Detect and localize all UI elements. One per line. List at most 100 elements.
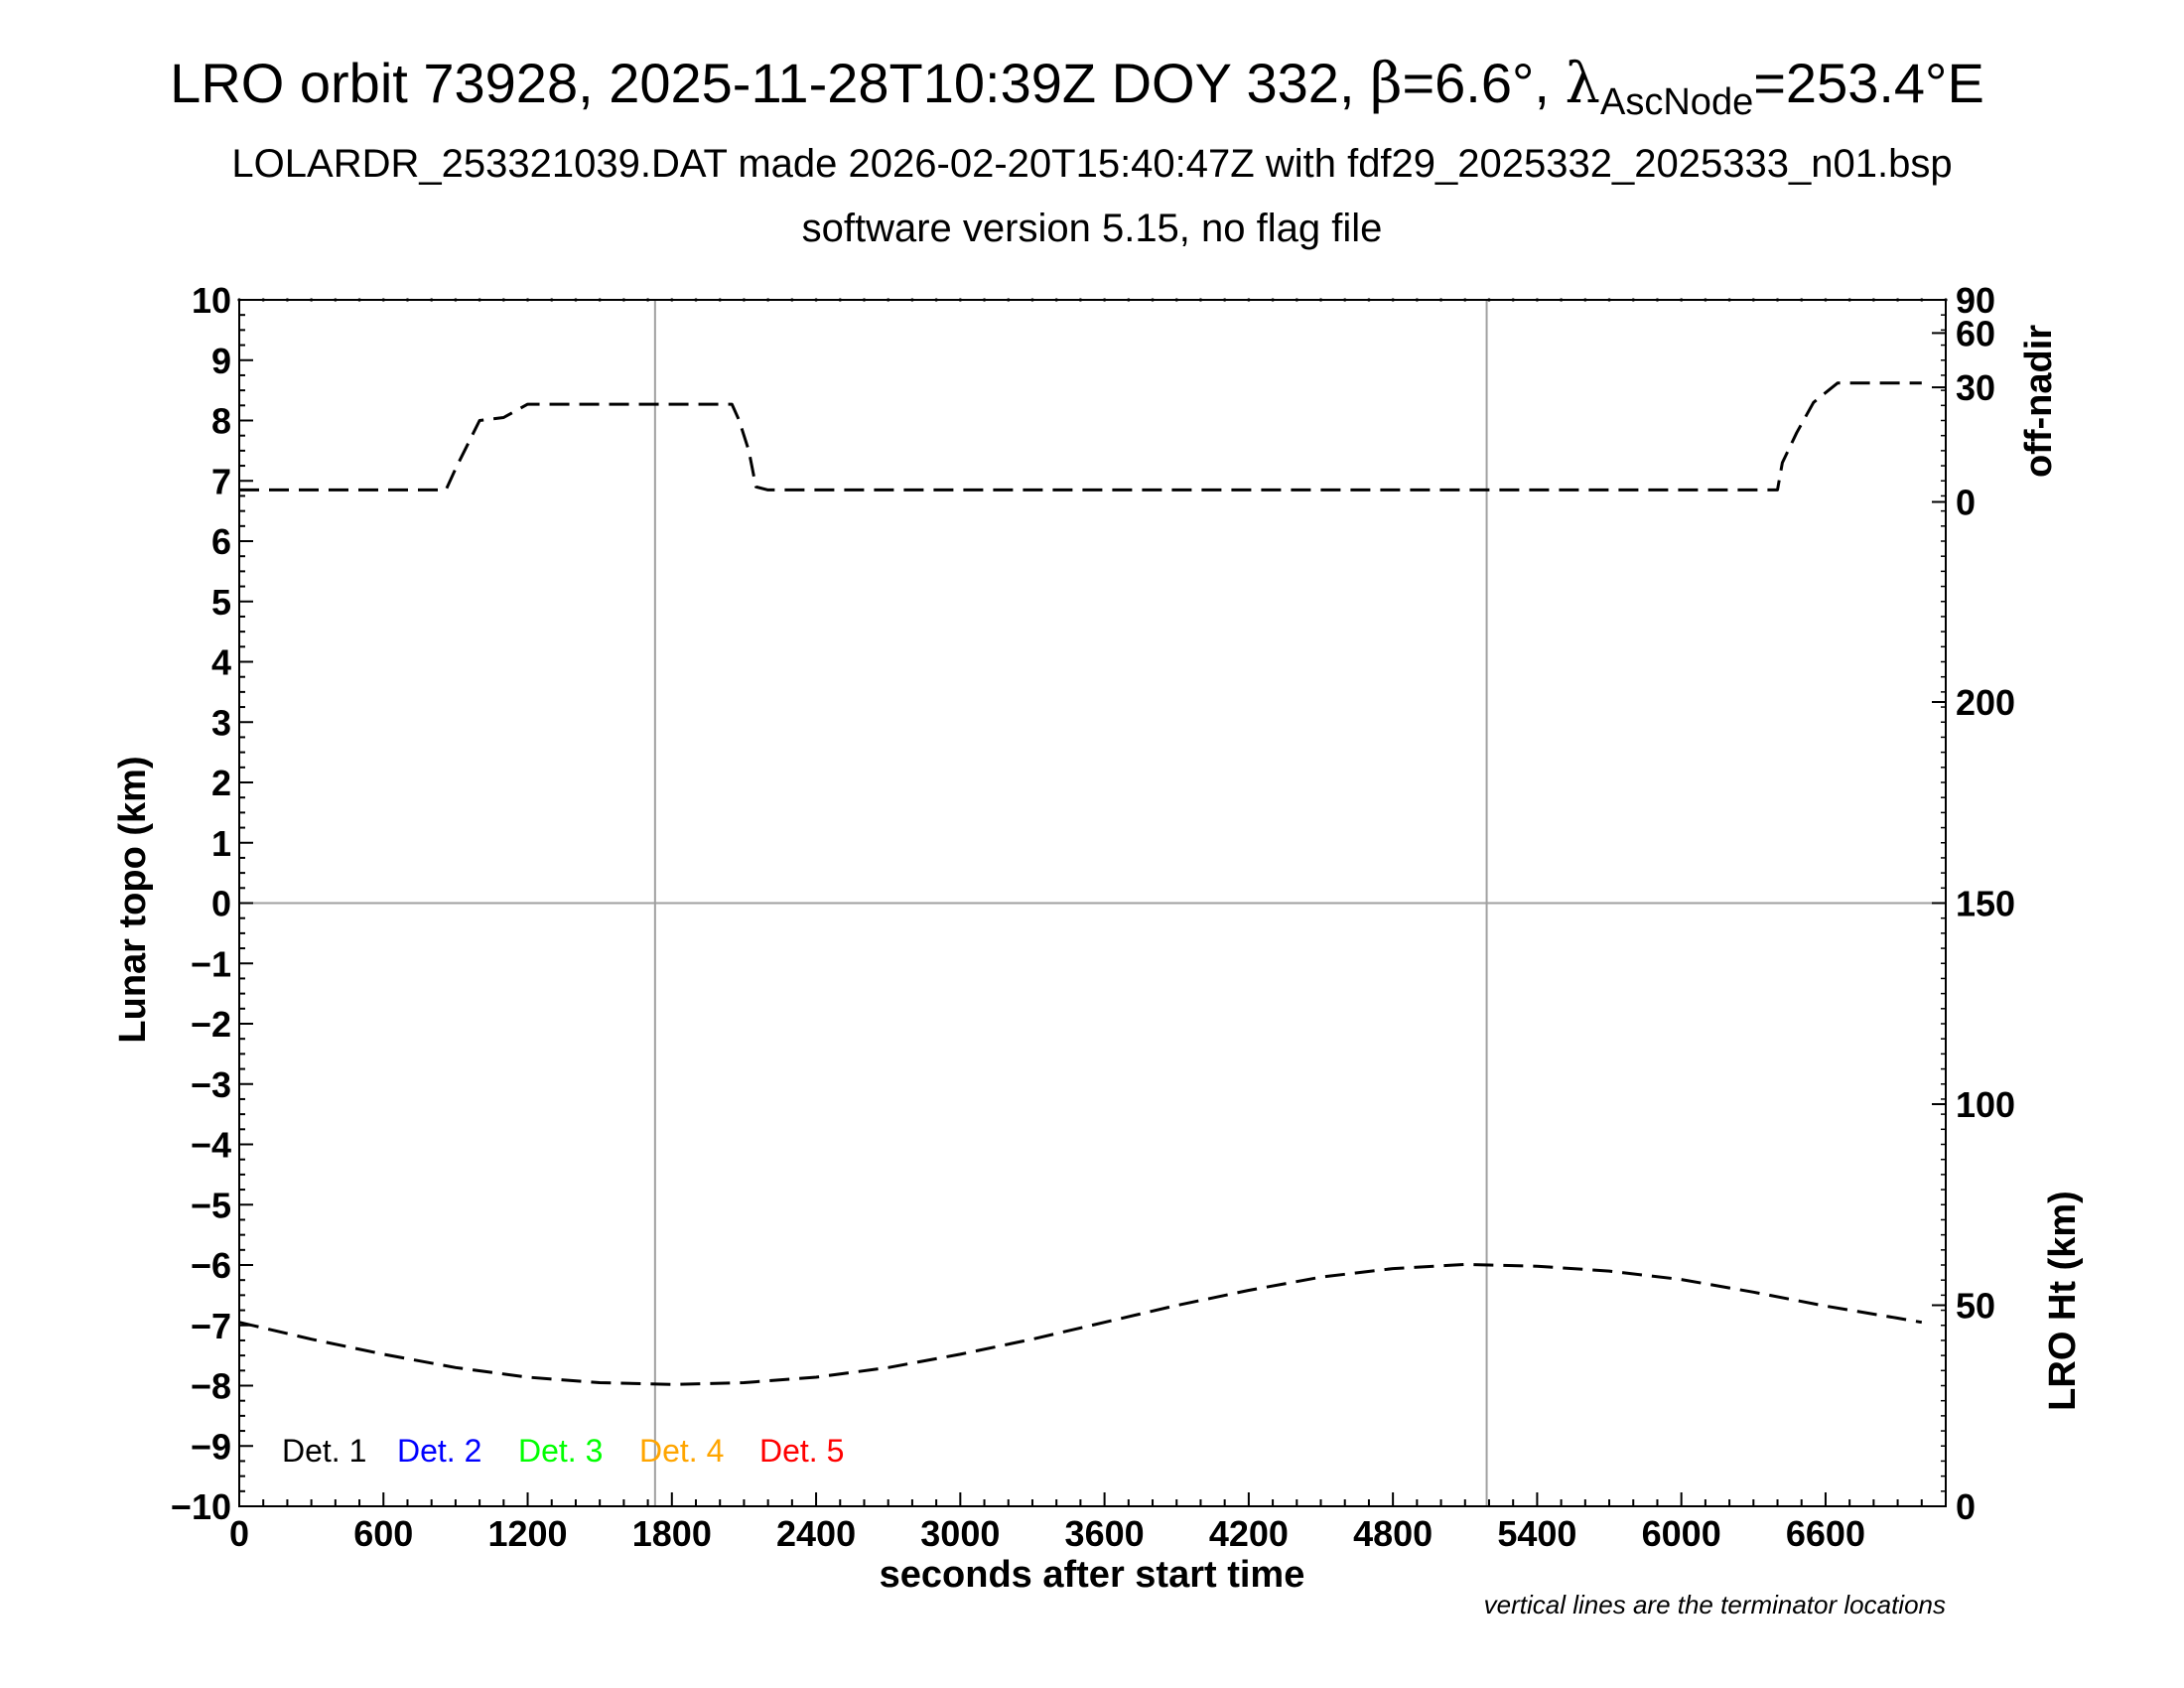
legend-item-det-3: Det. 3 xyxy=(518,1433,603,1469)
x-top-tick-dot xyxy=(1391,298,1395,302)
x-top-tick-dot xyxy=(1704,298,1707,302)
x-tick-label: 6600 xyxy=(1786,1513,1865,1554)
x-top-tick-dot xyxy=(430,298,434,302)
x-tick-labels: 0 600 1200 1800 2400 3000 3600 4200 4800 5400 6000… xyxy=(229,1513,1865,1554)
x-top-tick-dot xyxy=(1078,298,1082,302)
y-tick-label: 9 xyxy=(211,341,231,381)
x-top-tick-dot xyxy=(1535,298,1540,302)
x-top-tick-dot xyxy=(1800,298,1804,302)
y-tick-label: 6 xyxy=(211,521,231,562)
x-top-tick-dot xyxy=(887,298,890,302)
x-tick-label: 2400 xyxy=(776,1513,856,1554)
off-nadir-tick-label: 30 xyxy=(1956,367,1995,408)
x-top-tick-dot xyxy=(1560,298,1564,302)
y-tick-label: 8 xyxy=(211,401,231,442)
x-top-tick-dot xyxy=(1030,298,1034,302)
height-tick-label: 0 xyxy=(1956,1486,1976,1527)
x-top-tick-dot xyxy=(1103,298,1107,302)
x-top-tick-dot xyxy=(1895,298,1900,302)
x-top-tick-dot xyxy=(1127,298,1131,302)
footnote: vertical lines are the terminator locati… xyxy=(1484,1590,1946,1619)
y-tick-label: −10 xyxy=(171,1486,231,1527)
x-top-tick-dot xyxy=(405,298,410,302)
x-top-tick-dot xyxy=(1343,298,1347,302)
x-top-tick-dot xyxy=(525,298,530,302)
chart-subtitle-1: LOLARDR_253321039.DAT made 2026-02-20T15… xyxy=(231,142,1952,186)
x-top-tick-dot xyxy=(1824,298,1828,302)
y-tick-label: −6 xyxy=(191,1245,231,1286)
x-top-tick-dot xyxy=(1463,298,1467,302)
series-line-1 xyxy=(239,381,1922,492)
x-tick-label: 600 xyxy=(353,1513,413,1554)
height-tick-label: 50 xyxy=(1956,1286,1995,1327)
x-top-tick-dot xyxy=(1631,298,1635,302)
series-layer xyxy=(238,381,1923,1386)
y-tick-label: −8 xyxy=(191,1366,231,1407)
x-top-tick-dot xyxy=(1583,298,1587,302)
x-tick-label: 4800 xyxy=(1353,1513,1433,1554)
x-top-tick-dot xyxy=(285,298,290,302)
height-tick-label: 150 xyxy=(1956,884,2015,924)
x-top-tick-dot xyxy=(1295,298,1298,302)
y-axis-label-left: Lunar topo (km) xyxy=(112,756,154,1043)
x-top-tick-dot xyxy=(478,298,481,302)
y-axis-label-lro-height: LRO Ht (km) xyxy=(2042,1191,2084,1411)
x-top-tick-dot xyxy=(645,298,650,302)
legend: Det. 1 Det. 2 Det. 3 Det. 4 Det. 5 xyxy=(282,1433,844,1469)
x-top-tick-dot xyxy=(454,298,458,302)
height-tick-label: 200 xyxy=(1956,682,2015,723)
legend-item-det-4: Det. 4 xyxy=(639,1433,724,1469)
x-top-tick-dot xyxy=(1680,298,1684,302)
x-top-tick-dot xyxy=(1367,298,1371,302)
x-tick-label: 4200 xyxy=(1209,1513,1289,1554)
x-tick-label: 3600 xyxy=(1065,1513,1145,1554)
grid-layer xyxy=(239,300,1946,1506)
y-tick-label: −1 xyxy=(191,943,231,984)
legend-item-det-5: Det. 5 xyxy=(759,1433,844,1469)
x-top-tick-dot xyxy=(1607,298,1611,302)
x-top-tick-dot xyxy=(1151,298,1155,302)
x-tick-label: 5400 xyxy=(1497,1513,1576,1554)
x-top-tick-dot xyxy=(1318,298,1323,302)
x-tick-label: 6000 xyxy=(1642,1513,1721,1554)
x-top-tick-dot xyxy=(1271,298,1275,302)
x-top-tick-dot xyxy=(790,298,794,302)
y-tick-label: 2 xyxy=(211,763,231,803)
x-axis-label: seconds after start time xyxy=(880,1554,1305,1596)
x-top-tick-dot xyxy=(1727,298,1731,302)
x-top-tick-dot xyxy=(621,298,625,302)
y-tick-label: −4 xyxy=(191,1125,231,1166)
series-line-2 xyxy=(238,1262,1923,1386)
off-nadir-tick-label: 0 xyxy=(1956,483,1976,523)
x-top-tick-dot xyxy=(1847,298,1851,302)
x-top-tick-dot xyxy=(357,298,361,302)
x-top-tick-dot xyxy=(1751,298,1755,302)
x-top-tick-dot xyxy=(934,298,938,302)
x-tick-label: 1200 xyxy=(487,1513,567,1554)
x-top-tick-dot xyxy=(1054,298,1058,302)
x-top-tick-dot xyxy=(261,298,265,302)
x-top-tick-dot xyxy=(1223,298,1227,302)
y-tick-label: 4 xyxy=(211,642,231,683)
legend-item-det-2: Det. 2 xyxy=(397,1433,481,1469)
x-top-tick-dot xyxy=(1174,298,1178,302)
y-tick-label: −2 xyxy=(191,1004,231,1045)
y-tick-label: 10 xyxy=(192,280,231,321)
frame-ticks xyxy=(237,298,1948,1507)
y-tick-label: −5 xyxy=(191,1185,231,1225)
y-tick-label: 7 xyxy=(211,461,231,501)
x-top-tick-dot xyxy=(814,298,818,302)
x-top-tick-dot xyxy=(1920,298,1924,302)
chart-title: LRO orbit 73928, 2025-11-28T10:39Z DOY 3… xyxy=(170,52,1984,123)
y-tick-label: 3 xyxy=(211,702,231,743)
x-top-tick-dot xyxy=(1415,298,1419,302)
x-top-tick-dot xyxy=(1438,298,1443,302)
x-top-tick-dot xyxy=(1511,298,1515,302)
x-top-tick-dot xyxy=(670,298,674,302)
x-top-tick-dot xyxy=(766,298,770,302)
x-top-tick-dot xyxy=(742,298,747,302)
x-tick-label: 0 xyxy=(229,1513,249,1554)
x-top-tick-dot xyxy=(1247,298,1251,302)
